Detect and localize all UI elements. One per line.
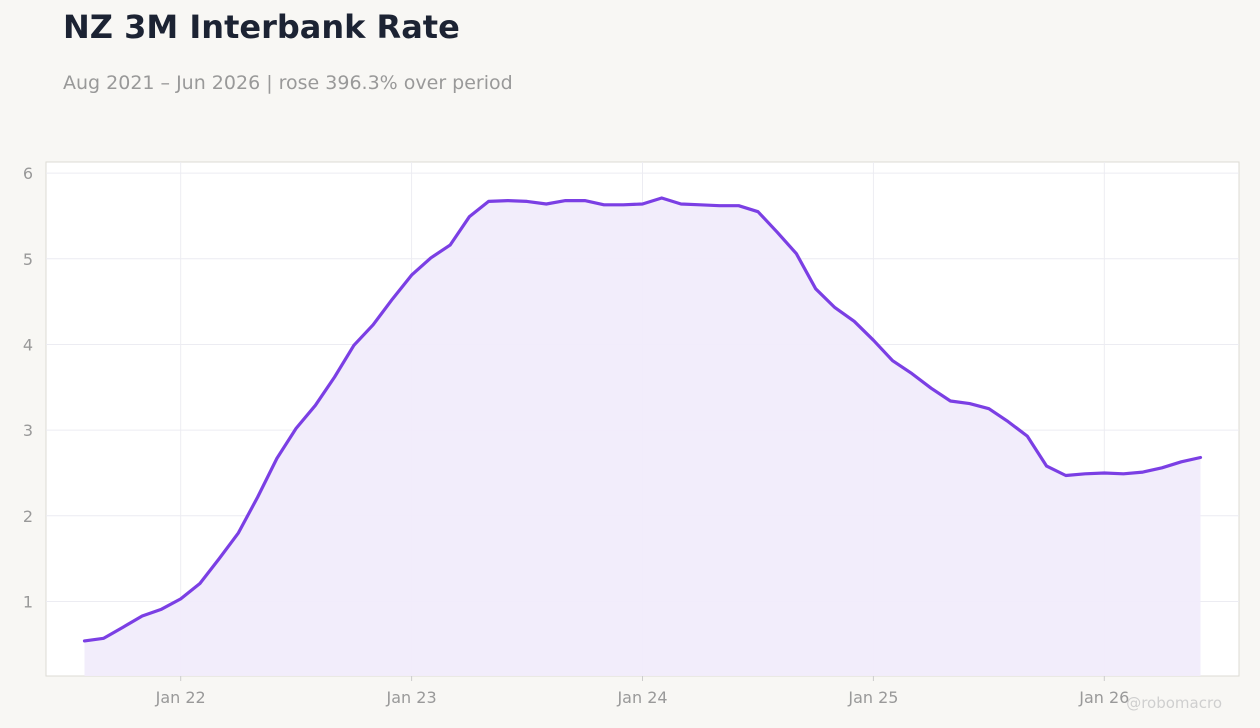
watermark: @robomacro: [1126, 694, 1222, 712]
x-tick-label: Jan 23: [386, 688, 437, 707]
y-tick-label: 3: [23, 421, 33, 440]
x-tick-label: Jan 26: [1078, 688, 1129, 707]
series-area-fill: [84, 198, 1201, 676]
series-line: [82, 196, 1203, 643]
x-tick-label: Jan 22: [155, 688, 206, 707]
y-tick-label: 6: [23, 164, 33, 183]
x-tick-label: Jan 24: [616, 688, 667, 707]
chart-title: NZ 3M Interbank Rate: [63, 8, 460, 46]
chart-subtitle: Aug 2021 – Jun 2026 | rose 396.3% over p…: [63, 72, 513, 94]
y-tick-label: 5: [23, 250, 33, 269]
y-tick-label: 2: [23, 507, 33, 526]
y-tick-label: 1: [23, 592, 33, 611]
y-tick-label: 4: [23, 335, 33, 354]
x-tick-label: Jan 25: [847, 688, 898, 707]
